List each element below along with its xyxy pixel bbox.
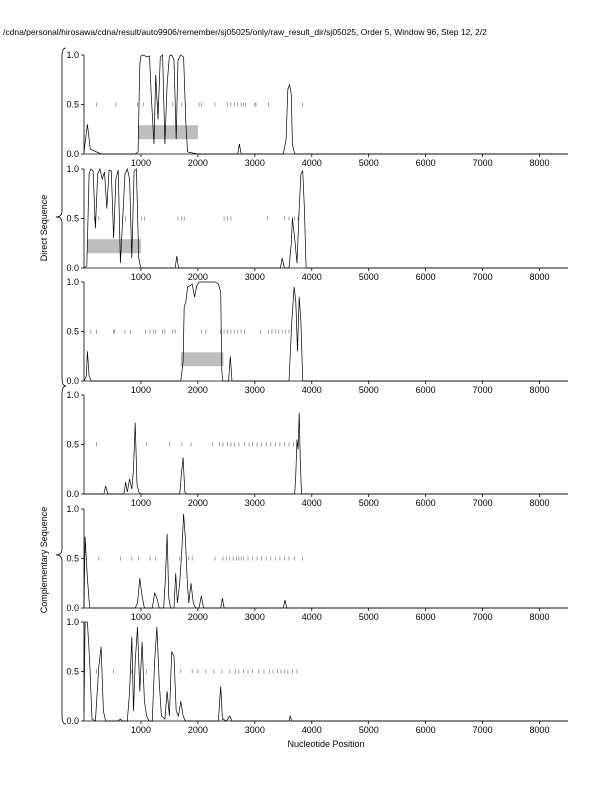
y-tick-label: 1.0	[66, 164, 79, 174]
x-tick-label: 1000	[131, 612, 151, 622]
complementary-sequence-label: Complementary Sequence	[39, 507, 49, 614]
x-tick-label: 2000	[188, 158, 208, 168]
x-tick-label: 4000	[302, 272, 322, 282]
x-tick-label: 4000	[302, 725, 322, 735]
x-tick-label: 2000	[188, 612, 208, 622]
x-tick-label: 7000	[473, 498, 493, 508]
x-tick-label: 7000	[473, 158, 493, 168]
y-tick-label: 1.0	[66, 277, 79, 287]
y-tick-label: 0.5	[66, 667, 79, 677]
series-line	[83, 513, 568, 609]
y-tick-label: 0.0	[66, 263, 79, 273]
x-tick-label: 6000	[416, 498, 436, 508]
x-tick-label: 4000	[302, 612, 322, 622]
series-line	[83, 167, 568, 269]
y-tick-label: 0.5	[66, 440, 79, 450]
x-tick-label: 5000	[359, 272, 379, 282]
x-tick-label: 8000	[530, 612, 550, 622]
y-tick-label: 0.0	[66, 149, 79, 159]
x-tick-label: 6000	[416, 272, 436, 282]
x-tick-label: 5000	[359, 158, 379, 168]
y-tick-label: 0.5	[66, 214, 79, 224]
direct-bracket	[55, 47, 67, 387]
y-tick-label: 1.0	[66, 50, 79, 60]
x-tick-label: 4000	[302, 498, 322, 508]
y-tick-label: 1.0	[66, 617, 79, 627]
x-tick-label: 3000	[245, 612, 265, 622]
x-tick-label: 7000	[473, 725, 493, 735]
x-tick-label: 2000	[188, 272, 208, 282]
series-line	[83, 281, 568, 382]
series-line	[83, 54, 568, 155]
region-bar	[138, 125, 198, 140]
x-tick-label: 5000	[359, 725, 379, 735]
panels-group: 0.0 0.5 1.0 1000 2000 3000 4000 5000 6000 7000 800…	[66, 50, 568, 735]
x-tick-label: 6000	[416, 612, 436, 622]
region-bar	[86, 239, 141, 254]
x-tick-label: 4000	[302, 385, 322, 395]
x-tick-label: 5000	[359, 385, 379, 395]
x-tick-label: 7000	[473, 385, 493, 395]
y-tick-label: 0.5	[66, 100, 79, 110]
x-tick-label: 1000	[131, 158, 151, 168]
page-title: /cdna/personal/hirosawa/cdna/result/auto…	[3, 27, 487, 37]
x-tick-label: 8000	[530, 498, 550, 508]
panel-6: 0.0 0.5 1.0 1000 2000 3000 4000 5000 6000 7000 800…	[66, 617, 568, 735]
y-tick-label: 1.0	[66, 504, 79, 514]
x-tick-label: 5000	[359, 498, 379, 508]
group-brackets	[55, 47, 67, 725]
x-tick-label: 7000	[473, 272, 493, 282]
x-tick-label: 3000	[245, 385, 265, 395]
direct-sequence-label: Direct Sequence	[39, 195, 49, 262]
panel-2: 0.0 0.5 1.0 1000 2000 3000 4000 5000 6000 7000 800…	[66, 164, 568, 282]
x-tick-label: 6000	[416, 725, 436, 735]
complementary-bracket	[55, 385, 67, 725]
x-tick-label: 5000	[359, 612, 379, 622]
x-tick-label: 2000	[188, 725, 208, 735]
series-line	[83, 621, 568, 722]
panel-4: 0.0 0.5 1.0 1000 2000 3000 4000 5000 6000 7000 800…	[66, 390, 568, 508]
y-tick-label: 1.0	[66, 390, 79, 400]
x-tick-label: 3000	[245, 498, 265, 508]
x-tick-label: 8000	[530, 725, 550, 735]
x-tick-label: 1000	[131, 725, 151, 735]
x-tick-label: 3000	[245, 158, 265, 168]
x-axis-label: Nucleotide Position	[287, 739, 364, 749]
x-tick-label: 7000	[473, 612, 493, 622]
panel-5: 0.0 0.5 1.0 1000 2000 3000 4000 5000 6000 7000 800…	[66, 504, 568, 622]
panel-1: 0.0 0.5 1.0 1000 2000 3000 4000 5000 6000 7000 800…	[66, 50, 568, 168]
x-tick-label: 8000	[530, 385, 550, 395]
x-tick-label: 2000	[188, 385, 208, 395]
x-tick-label: 6000	[416, 385, 436, 395]
y-tick-label: 0.0	[66, 376, 79, 386]
x-tick-label: 3000	[245, 272, 265, 282]
x-tick-label: 1000	[131, 385, 151, 395]
y-tick-label: 0.5	[66, 327, 79, 337]
x-tick-label: 3000	[245, 725, 265, 735]
x-tick-label: 8000	[530, 272, 550, 282]
y-tick-label: 0.0	[66, 716, 79, 726]
y-tick-label: 0.5	[66, 554, 79, 564]
x-tick-label: 2000	[188, 498, 208, 508]
region-bar	[180, 352, 224, 367]
y-tick-label: 0.0	[66, 489, 79, 499]
x-tick-label: 8000	[530, 158, 550, 168]
panel-3: 0.0 0.5 1.0 1000 2000 3000 4000 5000 6000 7000 800…	[66, 277, 568, 395]
x-tick-label: 6000	[416, 158, 436, 168]
series-line	[84, 412, 568, 495]
x-tick-label: 4000	[302, 158, 322, 168]
x-tick-label: 1000	[131, 498, 151, 508]
y-tick-label: 0.0	[66, 603, 79, 613]
x-tick-label: 1000	[131, 272, 151, 282]
